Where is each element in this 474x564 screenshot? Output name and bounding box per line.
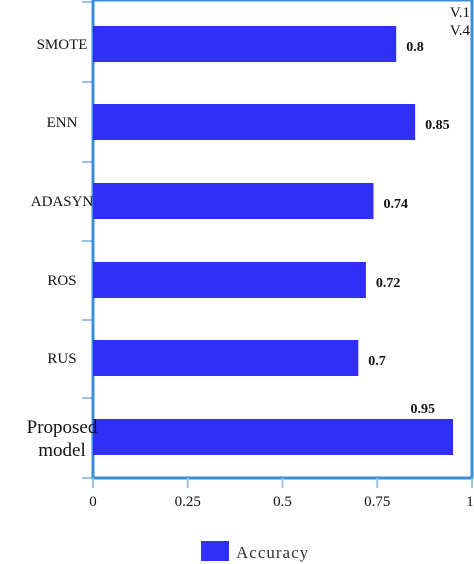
- legend-swatch-accuracy: [201, 541, 229, 561]
- category-label: SMOTE: [37, 37, 88, 53]
- value-label: 0.85: [425, 118, 450, 133]
- category-label: RUS: [47, 351, 76, 367]
- x-tick-label: 1: [466, 494, 474, 510]
- value-labels: 0.8 0.85 0.74 0.72 0.7 0.95: [368, 40, 449, 417]
- bar-rus: [93, 340, 359, 376]
- category-label: ROS: [47, 273, 76, 289]
- corner-annotation: V.1V.4: [450, 5, 471, 39]
- category-label: ENN: [47, 115, 78, 131]
- x-tick-label: 0.5: [273, 494, 292, 510]
- value-label: 0.74: [383, 197, 408, 212]
- category-label: Proposed: [27, 417, 98, 438]
- x-axis: 0 0.25 0.5 0.75 1: [89, 478, 474, 510]
- legend: Accuracy: [201, 541, 309, 562]
- bar-proposed-model: [93, 419, 454, 455]
- bar-adasyn: [93, 183, 374, 219]
- x-tick-label: 0.75: [364, 494, 390, 510]
- bar-ros: [93, 262, 366, 298]
- x-tick-label: 0.25: [175, 494, 201, 510]
- corner-text: V.4: [450, 23, 471, 39]
- legend-label-accuracy: Accuracy: [236, 543, 309, 562]
- value-label: 0.95: [411, 402, 436, 417]
- category-label: ADASYN: [31, 194, 94, 210]
- bar-enn: [93, 104, 416, 140]
- value-label: 0.8: [406, 40, 424, 55]
- y-axis-ticks: [82, 1, 93, 479]
- value-label: 0.72: [376, 276, 401, 291]
- category-label: model: [38, 440, 86, 461]
- x-tick-label: 0: [89, 494, 97, 510]
- bar-smote: [93, 26, 397, 62]
- value-label: 0.7: [368, 354, 386, 369]
- bar-series-accuracy: [93, 26, 454, 455]
- corner-text: V.1: [450, 5, 470, 21]
